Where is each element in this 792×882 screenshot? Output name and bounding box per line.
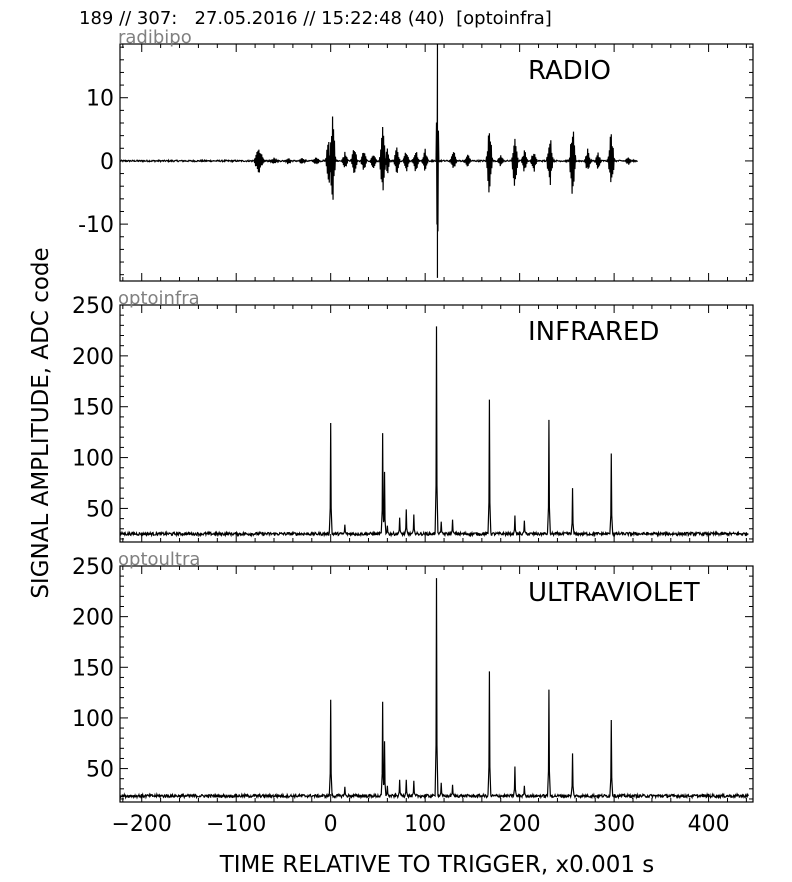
x-tick-label: −200 [112,812,172,837]
trace-optoultra [120,578,749,800]
x-tick-label: 300 [593,812,635,837]
y-tick-label: 200 [72,345,114,370]
panel-optoultra: 50 100 150 200 250 optoultra ULTRAVIOLET −200 −1… [72,549,754,837]
x-tick-label: 100 [404,812,446,837]
y-tick-label: 200 [72,606,114,631]
panel-title: ULTRAVIOLET [528,578,700,608]
y-tick-label: 100 [72,707,114,732]
channel-label: optoinfra [118,288,200,309]
y-tick-label: 150 [72,656,114,681]
y-axis-label: SIGNAL AMPLITUDE, ADC code [28,247,54,598]
trace-radibipo [120,44,638,278]
x-tick-label: 400 [688,812,730,837]
x-tick-label: 200 [499,812,541,837]
plot-frame [119,565,754,803]
x-axis-label: TIME RELATIVE TO TRIGGER, x0.001 s [219,852,655,878]
panel-radibipo: -10 0 10 radibipo RADIO [78,27,754,282]
y-tick-label: 100 [72,447,114,472]
panel-optoinfra: 50 100 150 200 250 optoinfra INFRARED [72,288,754,543]
y-tick-label: 250 [72,294,114,319]
panel-title: RADIO [528,56,611,86]
channel-label: radibipo [118,27,192,48]
x-tick-label: 0 [324,812,338,837]
y-tick-label: 50 [86,758,114,783]
y-tick-label: 150 [72,396,114,421]
y-tick-label: -10 [78,213,114,238]
panel-title: INFRARED [528,317,659,347]
plot-frame [119,304,754,543]
trace-optoinfra [120,326,749,538]
y-tick-label: 10 [86,87,114,112]
y-tick-label: 250 [72,555,114,580]
figure-header: 189 // 307: 27.05.2016 // 15:22:48 (40) … [79,8,552,29]
y-tick-label: 0 [100,150,114,175]
channel-label: optoultra [118,549,200,570]
y-tick-label: 50 [86,497,114,522]
plot-frame [119,43,754,282]
x-tick-label: −100 [206,812,266,837]
